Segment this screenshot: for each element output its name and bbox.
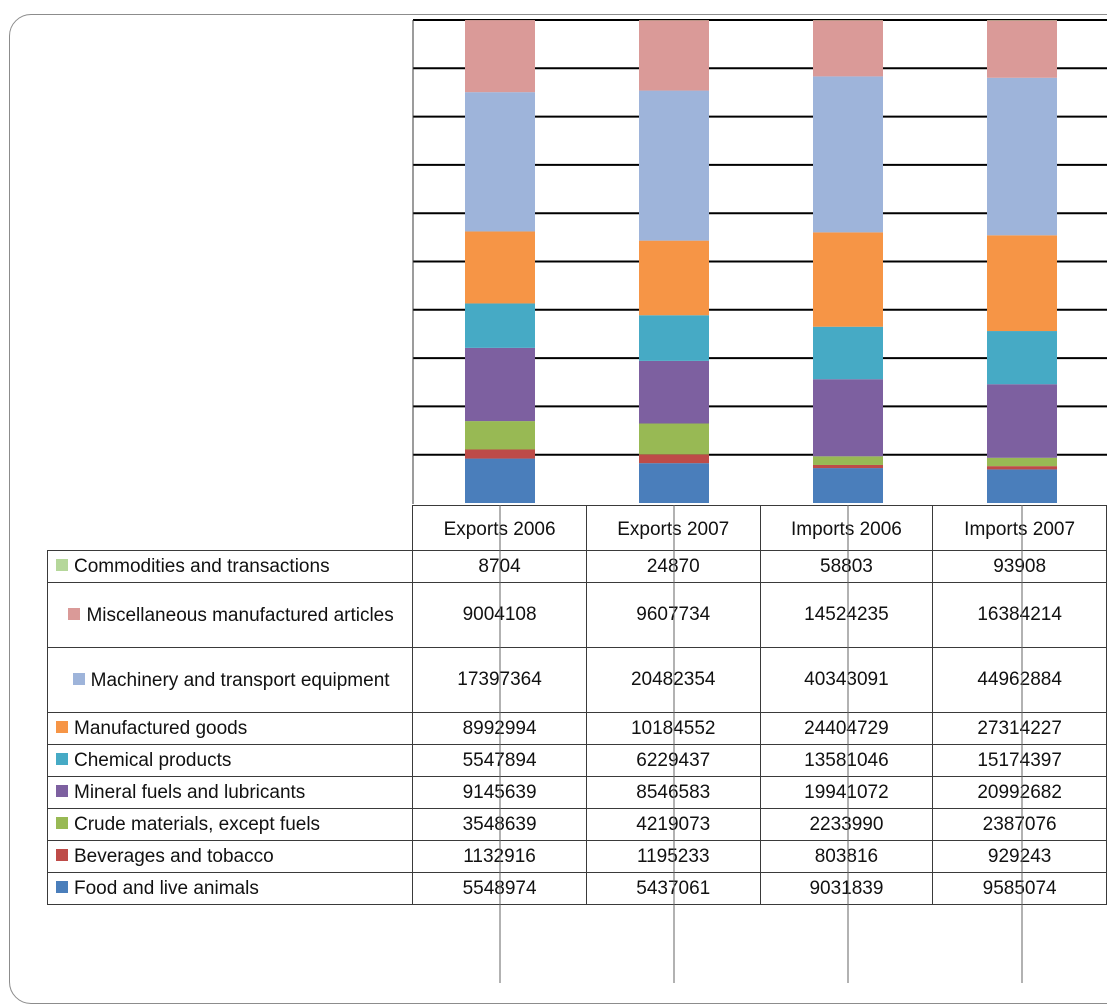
legend-entry: Mineral fuels and lubricants	[48, 777, 413, 809]
legend-entry: Crude materials, except fuels	[48, 809, 413, 841]
data-cell: 1132916	[413, 841, 587, 873]
table-row: Machinery and transport equipment 1739736…	[48, 648, 1107, 713]
data-cell: 20482354	[586, 648, 760, 713]
data-cell: 9145639	[413, 777, 587, 809]
data-cell: 9031839	[760, 873, 933, 905]
legend-entry: Food and live animals	[48, 873, 413, 905]
data-cell: 19941072	[760, 777, 933, 809]
data-cell: 9607734	[586, 583, 760, 648]
data-cell: 14524235	[760, 583, 933, 648]
data-cell: 3548639	[413, 809, 587, 841]
legend-swatch	[56, 817, 68, 829]
legend-entry: Manufactured goods	[48, 713, 413, 745]
legend-entry: Commodities and transactions	[48, 551, 413, 583]
data-cell: 803816	[760, 841, 933, 873]
category-label: Exports 2006	[413, 506, 587, 551]
legend-entry: Machinery and transport equipment	[48, 648, 413, 713]
data-cell: 8546583	[586, 777, 760, 809]
data-cell: 24870	[586, 551, 760, 583]
series-name: Beverages and tobacco	[74, 846, 274, 867]
legend-swatch	[73, 673, 85, 685]
legend-entry: Miscellaneous manufactured articles	[48, 583, 413, 648]
series-name: Manufactured goods	[74, 718, 247, 739]
data-cell: 15174397	[933, 745, 1107, 777]
legend-swatch	[56, 721, 68, 733]
data-cell: 27314227	[933, 713, 1107, 745]
data-cell: 9004108	[413, 583, 587, 648]
series-name: Crude materials, except fuels	[74, 814, 320, 835]
data-cell: 93908	[933, 551, 1107, 583]
legend-swatch	[56, 559, 68, 571]
legend-swatch	[56, 785, 68, 797]
data-cell: 5547894	[413, 745, 587, 777]
legend-swatch	[56, 881, 68, 893]
category-label: Imports 2007	[933, 506, 1107, 551]
series-name: Mineral fuels and lubricants	[74, 782, 305, 803]
category-label: Exports 2007	[586, 506, 760, 551]
legend-entry: Beverages and tobacco	[48, 841, 413, 873]
table-corner	[48, 506, 413, 551]
series-name: Machinery and transport equipment	[91, 670, 390, 691]
data-cell: 6229437	[586, 745, 760, 777]
data-cell: 4219073	[586, 809, 760, 841]
legend-entry: Chemical products	[48, 745, 413, 777]
data-cell: 5548974	[413, 873, 587, 905]
data-cell: 10184552	[586, 713, 760, 745]
data-cell: 17397364	[413, 648, 587, 713]
legend-swatch	[68, 608, 80, 620]
data-cell: 2387076	[933, 809, 1107, 841]
data-cell: 40343091	[760, 648, 933, 713]
data-cell: 929243	[933, 841, 1107, 873]
legend-swatch	[56, 753, 68, 765]
data-cell: 16384214	[933, 583, 1107, 648]
data-cell: 1195233	[586, 841, 760, 873]
legend-swatch	[56, 849, 68, 861]
data-cell: 8704	[413, 551, 587, 583]
data-cell: 9585074	[933, 873, 1107, 905]
data-cell: 13581046	[760, 745, 933, 777]
category-label: Imports 2006	[760, 506, 933, 551]
series-name: Commodities and transactions	[74, 556, 330, 577]
data-cell: 24404729	[760, 713, 933, 745]
data-cell: 44962884	[933, 648, 1107, 713]
data-cell: 5437061	[586, 873, 760, 905]
data-cell: 2233990	[760, 809, 933, 841]
data-cell: 8992994	[413, 713, 587, 745]
series-name: Miscellaneous manufactured articles	[86, 605, 393, 626]
series-name: Food and live animals	[74, 878, 259, 899]
data-cell: 58803	[760, 551, 933, 583]
table-row: Miscellaneous manufactured articles 90041…	[48, 583, 1107, 648]
series-name: Chemical products	[74, 750, 231, 771]
data-cell: 20992682	[933, 777, 1107, 809]
